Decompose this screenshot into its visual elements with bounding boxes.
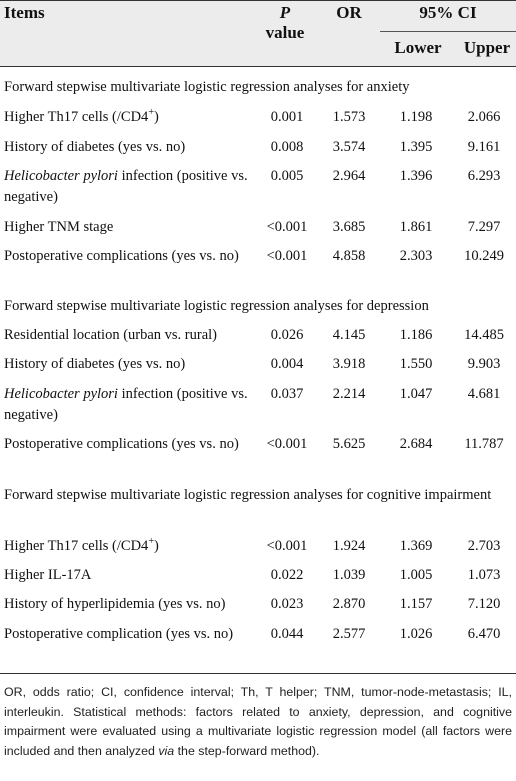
row-upper: 14.485: [464, 327, 504, 343]
row-item: Residential location (urban vs. rural): [4, 327, 218, 343]
table-header: Items P value OR 95% CI Lower Upper: [0, 0, 516, 67]
row-item: History of diabetes (yes vs. no): [4, 356, 186, 372]
header-or: OR: [336, 3, 362, 22]
header-lower: Lower: [394, 38, 442, 57]
row-upper: 4.681: [467, 386, 501, 402]
row-p: 0.008: [270, 139, 304, 155]
table-footnote: OR, odds ratio; CI, confidence interval;…: [4, 685, 512, 758]
header-p-letter: P: [279, 3, 291, 22]
row-upper: 11.787: [464, 436, 504, 452]
row-or: 1.924: [332, 538, 366, 554]
row-p: <0.001: [266, 248, 308, 264]
header-p-value: P value: [252, 3, 318, 43]
row-upper: 2.066: [467, 109, 501, 125]
row-item: History of diabetes (yes vs. no): [4, 139, 186, 155]
row-lower: 2.303: [399, 248, 433, 264]
row-lower: 1.369: [399, 538, 433, 554]
row-or: 2.577: [332, 626, 366, 642]
row-p: 0.001: [270, 109, 304, 125]
row-or: 3.574: [332, 139, 366, 155]
row-p: 0.037: [270, 386, 304, 402]
row-upper: 2.703: [467, 538, 501, 554]
row-p: 0.005: [270, 168, 304, 184]
table-bottom-rule: [0, 673, 516, 674]
row-p: 0.023: [270, 596, 304, 612]
row-item: Higher TNM stage: [4, 219, 114, 235]
row-upper: 7.297: [467, 219, 501, 235]
header-items: Items: [4, 3, 45, 22]
row-lower: 1.047: [399, 386, 433, 402]
row-or: 4.145: [332, 327, 366, 343]
row-lower: 1.395: [399, 139, 433, 155]
row-or: 2.214: [332, 386, 366, 402]
row-item: Helicobacter pylori infection (positive …: [4, 168, 248, 205]
header-p-word: value: [265, 23, 305, 42]
row-lower: 1.550: [399, 356, 433, 372]
row-upper: 10.249: [464, 248, 504, 264]
row-upper: 1.073: [467, 567, 501, 583]
row-item: Postoperative complications (yes vs. no): [4, 248, 239, 264]
row-or: 2.870: [332, 596, 366, 612]
row-or: 2.964: [332, 168, 366, 184]
row-p: 0.044: [270, 626, 304, 642]
row-or: 4.858: [332, 248, 366, 264]
row-lower: 1.198: [399, 109, 433, 125]
section-title-cognitive: Forward stepwise multivariate logistic r…: [4, 487, 492, 503]
section-title-depression: Forward stepwise multivariate logistic r…: [4, 298, 429, 314]
row-item: Higher Th17 cells (/CD4+): [4, 536, 159, 554]
row-p: <0.001: [266, 219, 308, 235]
row-lower: 1.005: [399, 567, 433, 583]
row-or: 5.625: [332, 436, 366, 452]
row-upper: 9.903: [467, 356, 501, 372]
row-upper: 9.161: [467, 139, 501, 155]
row-p: 0.026: [270, 327, 304, 343]
row-item: Higher Th17 cells (/CD4+): [4, 107, 159, 125]
row-lower: 1.396: [399, 168, 433, 184]
row-p: <0.001: [266, 436, 308, 452]
row-item: Postoperative complication (yes vs. no): [4, 626, 234, 642]
row-lower: 1.186: [399, 327, 433, 343]
header-ci-divider: [380, 31, 516, 32]
row-upper: 6.470: [467, 626, 501, 642]
row-item: History of hyperlipidemia (yes vs. no): [4, 596, 226, 612]
row-p: 0.022: [270, 567, 304, 583]
row-upper: 7.120: [467, 596, 501, 612]
row-or: 1.039: [332, 567, 366, 583]
row-or: 1.573: [332, 109, 366, 125]
header-upper: Upper: [463, 38, 511, 57]
row-p: 0.004: [270, 356, 304, 372]
row-item: Helicobacter pylori infection (positive …: [4, 386, 248, 423]
row-lower: 1.157: [399, 596, 433, 612]
row-or: 3.918: [332, 356, 366, 372]
row-item: Higher IL-17A: [4, 567, 92, 583]
row-upper: 6.293: [467, 168, 501, 184]
row-lower: 2.684: [399, 436, 433, 452]
row-or: 3.685: [332, 219, 366, 235]
row-item: Postoperative complications (yes vs. no): [4, 436, 239, 452]
header-ci: 95% CI: [419, 3, 477, 22]
row-p: <0.001: [266, 538, 308, 554]
section-title-anxiety: Forward stepwise multivariate logistic r…: [4, 79, 410, 95]
row-lower: 1.026: [399, 626, 433, 642]
row-lower: 1.861: [399, 219, 433, 235]
